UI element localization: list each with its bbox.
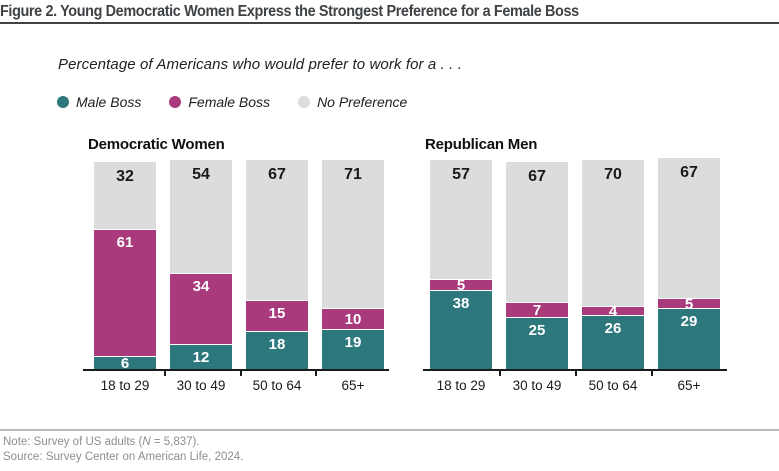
legend-item-male-boss: Male Boss [57,94,141,110]
bar-segment-female-boss: 15 [246,300,308,332]
no-preference-swatch-icon [298,96,311,108]
stacked-bar-50-to-64: 67 15 18 [246,160,308,369]
stacked-bar-18-to-29: 32 61 6 [94,162,156,373]
x-axis-label-65+: 65+ [341,378,365,393]
stacked-bar-50-to-64: 70 4 26 [582,160,644,369]
legend-label: Male Boss [76,94,142,110]
x-axis-label-18-to-29: 18 to 29 [436,378,486,393]
bar-segment-female-boss: 61 [94,228,156,357]
segment-value-label: 5 [456,276,466,294]
bar-segment-male-boss: 26 [582,314,644,369]
segment-value-label: 67 [528,168,546,186]
bar-segment-no-preference: 57 [430,160,492,280]
segment-value-label: 25 [528,321,546,339]
x-axis-label-30-to-49: 30 to 49 [176,378,226,393]
segment-value-label: 34 [192,277,210,295]
chart-republican-men: 57 5 38 18 to 29 67 7 25 30 to 49 70 4 26 50 to 64 6… [423,155,727,393]
bar-segment-male-boss: 12 [170,343,232,369]
segment-value-label: 19 [344,334,362,352]
segment-value-label: 7 [532,301,542,319]
segment-value-label: 5 [684,295,694,313]
bar-segment-no-preference: 32 [94,162,156,229]
segment-value-label: 29 [680,313,698,331]
stacked-bar-30-to-49: 54 34 12 [170,160,232,369]
axis-tick [164,369,166,376]
bar-segment-male-boss: 29 [658,308,720,369]
bar-segment-female-boss: 10 [322,308,384,330]
segment-value-label: 57 [452,166,470,183]
x-axis-label-65+: 65+ [677,378,701,393]
bar-segment-female-boss: 5 [430,278,492,293]
bar-segment-male-boss: 6 [94,355,156,373]
chart-header-republican-men: Republican Men [425,136,538,153]
bar-segment-male-boss: 19 [322,329,384,369]
segment-value-label: 15 [268,305,286,323]
segment-value-label: 54 [192,166,210,183]
bar-segment-female-boss: 5 [658,297,720,312]
axis-tick [315,369,317,376]
x-axis-label-50-to-64: 50 to 64 [252,378,302,393]
segment-value-label: 38 [452,294,470,312]
segment-value-label: 61 [116,233,134,251]
axis-tick [575,369,577,376]
chart-democratic-women: 32 61 6 18 to 29 54 34 12 30 to 49 67 15 18 50 to 6… [83,155,389,393]
bar-segment-no-preference: 67 [506,162,568,303]
bar-segment-female-boss: 34 [170,272,232,344]
segment-value-label: 12 [192,348,210,366]
bar-segment-no-preference: 71 [322,160,384,309]
axis-tick [239,369,242,376]
segment-value-label: 6 [120,355,130,373]
figure-subtitle: Percentage of Americans who would prefer… [58,56,462,73]
stacked-bar-30-to-49: 67 7 25 [506,162,568,369]
footnote-rule [0,429,779,431]
segment-value-label: 32 [116,168,134,186]
bar-segment-female-boss: 7 [506,301,568,319]
chart-header-democratic-women: Democratic Women [88,136,225,153]
segment-value-label: 18 [268,336,286,354]
x-axis-label-30-to-49: 30 to 49 [512,378,562,393]
bar-segment-no-preference: 54 [170,160,232,273]
figure-title: Figure 2. Young Democratic Women Express… [0,3,579,20]
legend-label: No Preference [317,94,408,110]
bar-segment-no-preference: 70 [582,160,644,307]
axis-tick [499,369,501,376]
male-boss-swatch-icon [57,96,69,108]
legend-label: Female Boss [188,94,271,110]
segment-value-label: 70 [604,166,622,183]
female-boss-swatch-icon [169,96,182,108]
legend: Male Boss Female Boss No Preference [57,94,407,110]
stacked-bar-65+: 67 5 29 [658,157,720,369]
segment-value-label: 10 [344,311,362,329]
segment-value-label: 67 [268,166,286,183]
segment-value-label: 67 [680,163,698,181]
legend-item-no-preference: No Preference [298,94,407,110]
segment-value-label: 4 [608,302,618,320]
legend-item-female-boss: Female Boss [169,94,270,110]
bar-segment-no-preference: 67 [658,157,720,298]
axis-tick [651,369,653,376]
bar-segment-male-boss: 38 [430,289,492,369]
bar-segment-male-boss: 25 [506,316,568,369]
note-line: Note: Survey of US adults (N = 5,837). [3,436,200,448]
bar-segment-female-boss: 4 [582,304,644,319]
stacked-bar-65+: 71 10 19 [322,160,384,369]
bar-segment-no-preference: 67 [246,160,308,301]
segment-value-label: 26 [604,319,622,337]
title-rule [0,22,779,24]
bar-segment-male-boss: 18 [246,331,308,369]
segment-value-label: 71 [344,166,362,183]
stacked-bar-18-to-29: 57 5 38 [430,160,492,369]
x-axis-label-50-to-64: 50 to 64 [588,378,638,393]
x-axis-label-18-to-29: 18 to 29 [100,378,150,393]
figure-footnotes: Note: Survey of US adults (N = 5,837). S… [3,435,243,465]
source-line: Source: Survey Center on American Life, … [3,451,244,463]
